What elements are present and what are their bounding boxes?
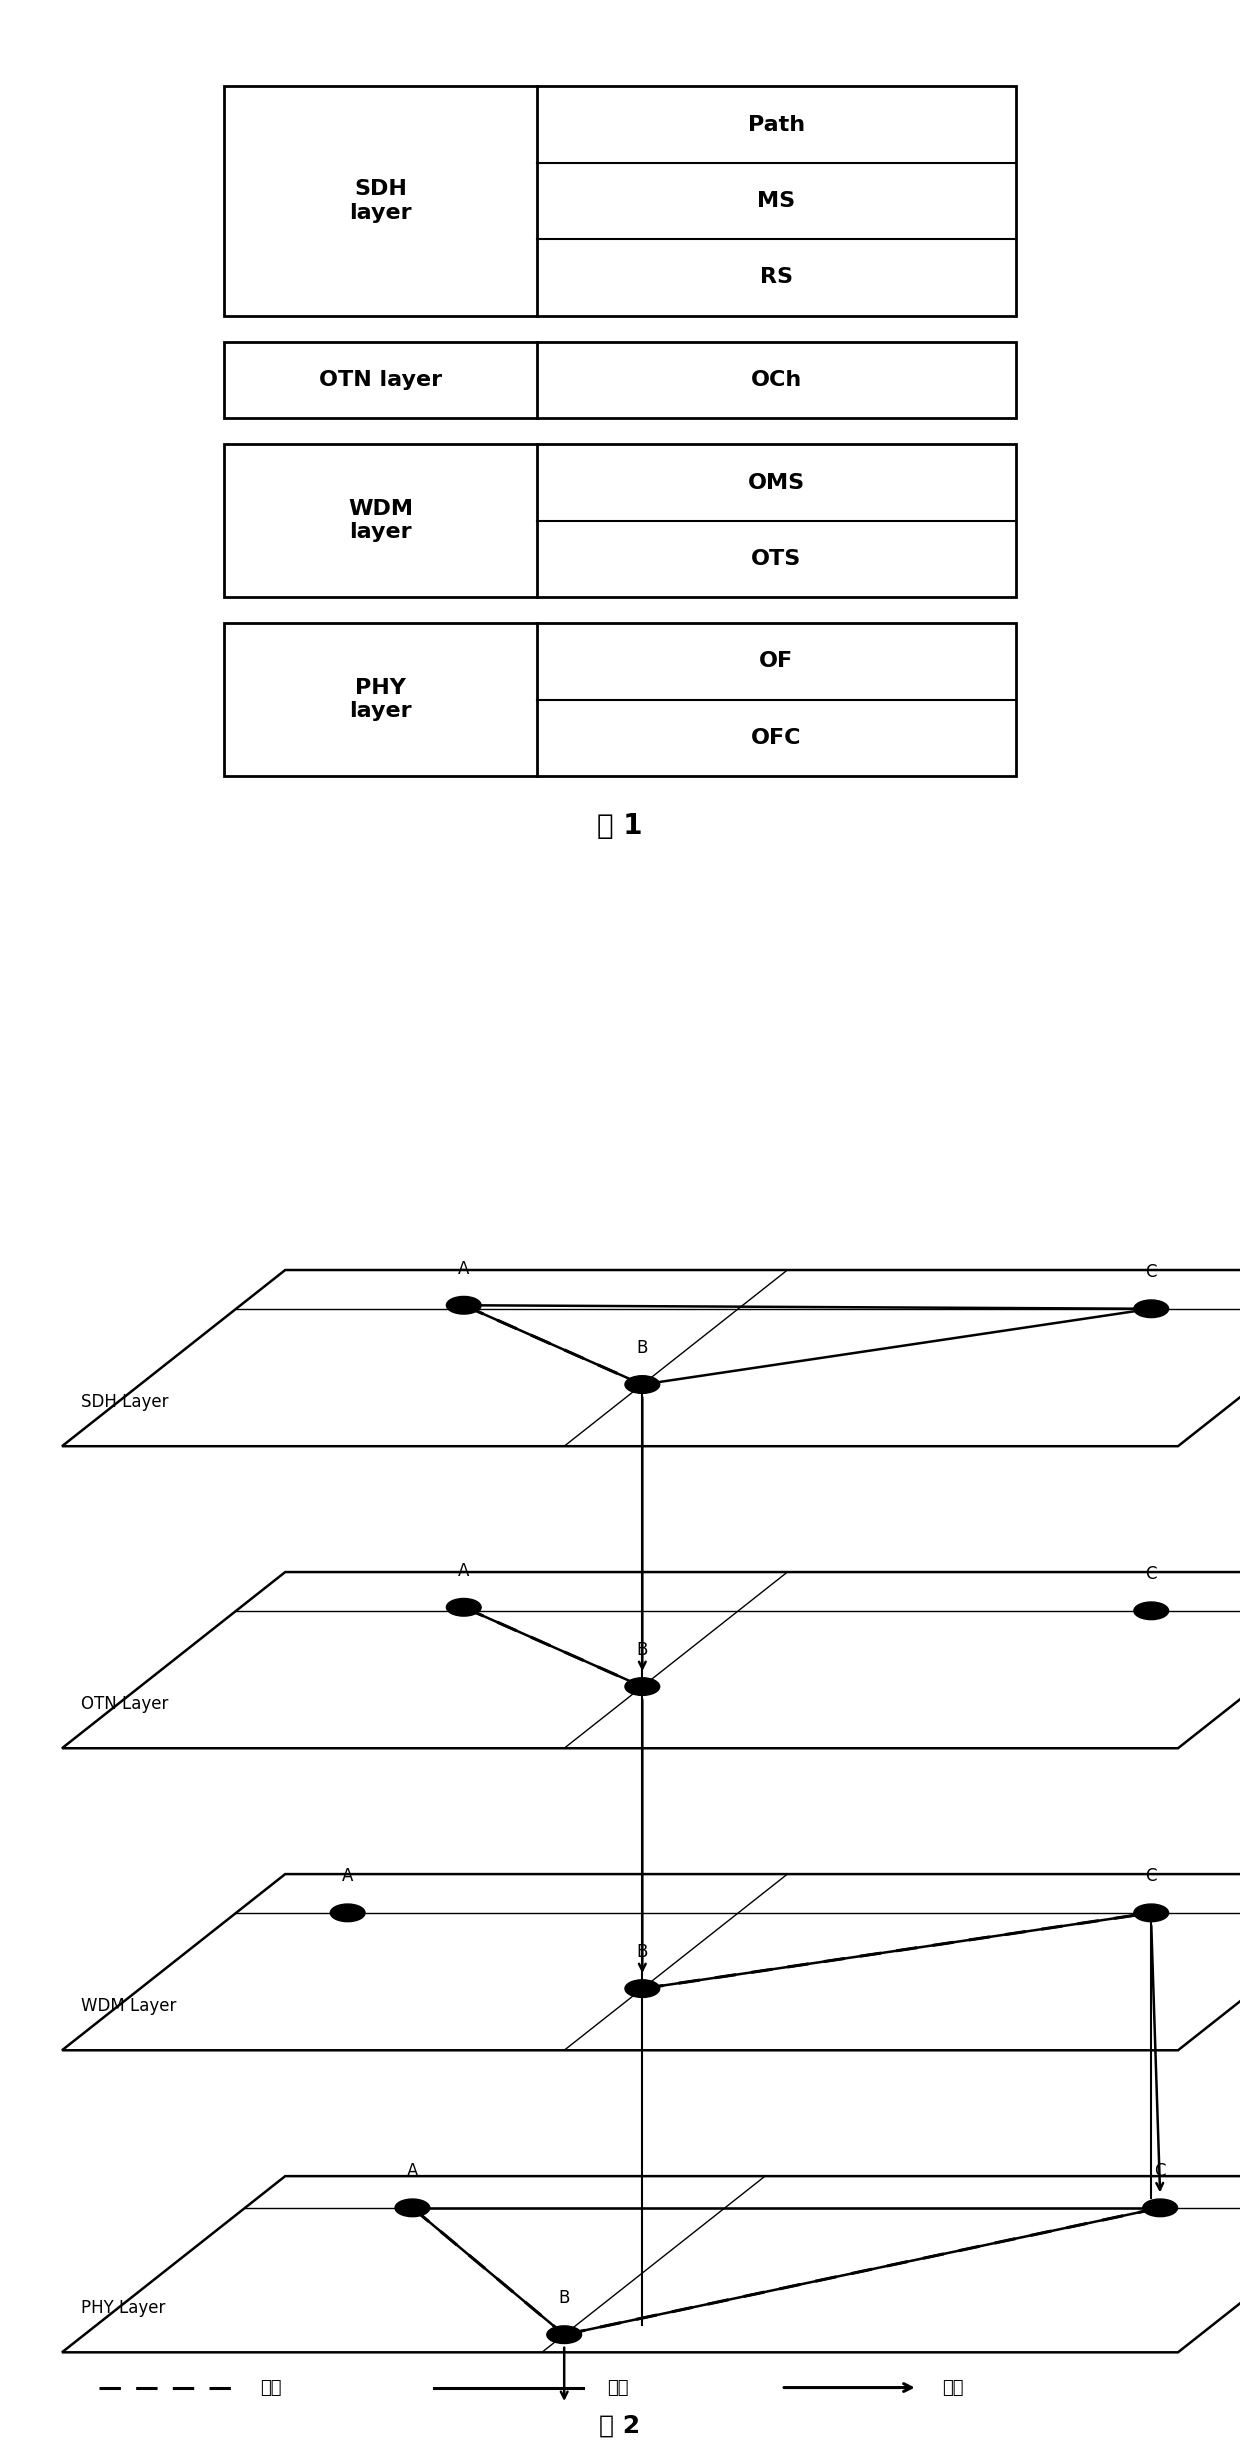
Text: OFC: OFC [751, 729, 801, 748]
Ellipse shape [446, 1599, 481, 1617]
Bar [224, 623, 1016, 775]
Text: A: A [458, 1258, 470, 1278]
Ellipse shape [1133, 1300, 1168, 1317]
Text: C: C [1146, 1263, 1157, 1280]
Ellipse shape [625, 1980, 660, 1997]
Text: OF: OF [759, 652, 794, 672]
Text: MS: MS [758, 191, 795, 211]
Bar [224, 86, 1016, 316]
Ellipse shape [446, 1298, 481, 1315]
Text: SDH Layer: SDH Layer [81, 1393, 169, 1410]
Text: B: B [636, 1943, 649, 1960]
Text: OCh: OCh [750, 370, 802, 390]
Text: WDM Layer: WDM Layer [81, 1997, 176, 2016]
Text: SDH
layer: SDH layer [350, 179, 412, 223]
Polygon shape [62, 2176, 1240, 2352]
Text: B: B [636, 1339, 649, 1357]
Text: 图 1: 图 1 [598, 812, 642, 839]
Text: PHY Layer: PHY Layer [81, 2298, 165, 2318]
Polygon shape [62, 1271, 1240, 1447]
Text: B: B [636, 1641, 649, 1658]
Bar [224, 444, 1016, 596]
Polygon shape [62, 1572, 1240, 1749]
Text: C: C [1146, 1867, 1157, 1886]
Ellipse shape [396, 2198, 430, 2218]
Ellipse shape [1143, 2198, 1178, 2218]
Text: OTN layer: OTN layer [319, 370, 441, 390]
Text: 业务: 业务 [260, 2379, 281, 2397]
Ellipse shape [547, 2325, 582, 2343]
Text: A: A [342, 1867, 353, 1886]
Text: C: C [1154, 2161, 1166, 2181]
Ellipse shape [625, 1678, 660, 1695]
Polygon shape [62, 1874, 1240, 2051]
Text: C: C [1146, 1565, 1157, 1582]
Text: 链路: 链路 [608, 2379, 629, 2397]
Ellipse shape [1133, 1602, 1168, 1619]
Text: PHY
layer: PHY layer [350, 677, 412, 721]
Text: 映射: 映射 [942, 2379, 963, 2397]
Text: RS: RS [760, 267, 792, 287]
Text: WDM
layer: WDM layer [348, 498, 413, 542]
Text: B: B [558, 2289, 570, 2306]
Ellipse shape [625, 1376, 660, 1393]
Text: OMS: OMS [748, 473, 805, 493]
Bar [224, 341, 1016, 417]
Ellipse shape [330, 1904, 365, 1921]
Text: OTS: OTS [751, 549, 801, 569]
Text: A: A [407, 2161, 418, 2181]
Ellipse shape [1133, 1904, 1168, 1921]
Text: 图 2: 图 2 [599, 2414, 641, 2438]
Text: A: A [458, 1563, 470, 1580]
Text: OTN Layer: OTN Layer [81, 1695, 167, 1712]
Text: Path: Path [748, 115, 805, 135]
